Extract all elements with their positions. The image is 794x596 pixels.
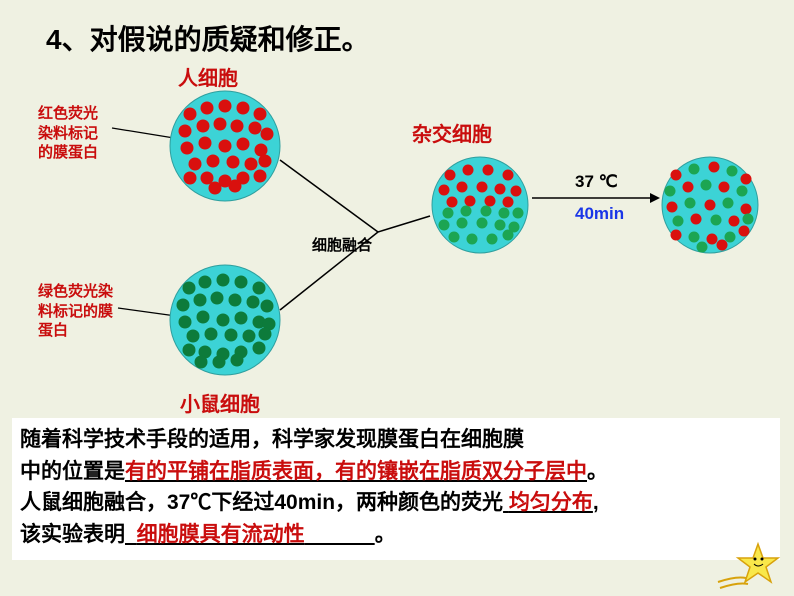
fill-answer-1: 有的平铺在脂质表面，有的镶嵌在脂质双分子层中 bbox=[125, 460, 587, 483]
fill-answer-2: 均匀分布 bbox=[509, 491, 593, 514]
cell-diagram bbox=[0, 0, 794, 420]
text-line2end: 。 bbox=[587, 460, 608, 483]
underline-blank-1: 均匀分布 bbox=[503, 491, 593, 514]
star-icon bbox=[716, 540, 786, 590]
text-line4end: 。 bbox=[375, 523, 396, 546]
text-line3end: , bbox=[593, 491, 599, 514]
text-line4a: 该实验表明 bbox=[20, 523, 125, 546]
conclusion-text: 随着科学技术手段的适用，科学家发现膜蛋白在细胞膜 中的位置是有的平铺在脂质表面，… bbox=[12, 418, 780, 560]
text-line1: 随着科学技术手段的适用，科学家发现膜蛋白在细胞膜 bbox=[20, 428, 524, 451]
text-line2a: 中的位置是 bbox=[20, 460, 125, 483]
fill-answer-3: 细胞膜具有流动性 bbox=[137, 523, 305, 546]
underline-blank-2: 细胞膜具有流动性 bbox=[125, 523, 375, 546]
text-line3a: 人鼠细胞融合，37℃下经过40min，两种颜色的荧光 bbox=[20, 491, 503, 514]
